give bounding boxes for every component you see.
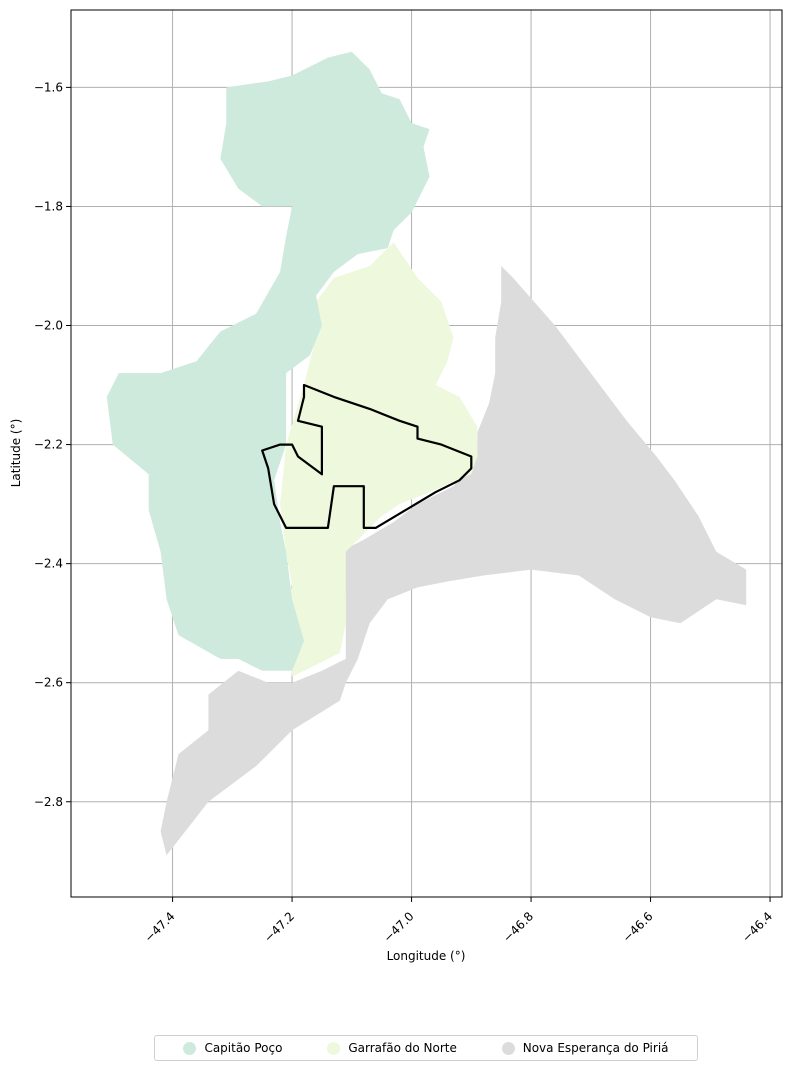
legend-item-garrafao-do-norte: Garrafão do Norte <box>327 1041 457 1055</box>
region-nova-esperanca-do-piria <box>160 266 747 856</box>
region-polygons <box>106 51 747 856</box>
legend-swatch <box>183 1041 197 1055</box>
boundary-outline <box>261 383 473 530</box>
y-tick-label: −2.6 <box>34 676 63 690</box>
region-garrafao-do-norte <box>280 242 478 677</box>
y-tick-label: −2.0 <box>34 319 63 333</box>
legend-swatch <box>501 1041 515 1055</box>
legend-item-nova-esperanca-do-piria: Nova Esperança do Piriá <box>501 1041 669 1055</box>
legend-swatch <box>327 1041 341 1055</box>
y-tick-label: −2.4 <box>34 557 63 571</box>
legend-label: Nova Esperança do Piriá <box>522 1041 669 1055</box>
legend-label: Capitão Poço <box>204 1041 283 1055</box>
y-tick-label: −2.2 <box>34 438 63 452</box>
y-axis-title: Latitude (°) <box>9 419 23 488</box>
y-tick-label: −1.6 <box>34 80 63 94</box>
x-tick-label: −46.8 <box>500 909 536 945</box>
y-tick-label: −2.8 <box>34 795 63 809</box>
x-tick-label: −47.4 <box>142 909 178 945</box>
x-axis-title: Longitude (°) <box>387 949 466 963</box>
legend-item-capitao-poco: Capitão Poço <box>183 1041 282 1055</box>
plot-frame <box>70 9 783 898</box>
x-tick-label: −47.2 <box>261 909 297 945</box>
y-tick-label: −1.8 <box>34 199 63 213</box>
x-tick-label: −46.4 <box>739 909 775 945</box>
x-tick-label: −46.6 <box>620 909 656 945</box>
x-tick-label: −47.0 <box>381 909 417 945</box>
legend: Capitão Poço Garrafão do Norte Nova Espe… <box>154 1035 698 1061</box>
legend-label: Garrafão do Norte <box>348 1041 457 1055</box>
region-capitao-poco <box>106 51 430 671</box>
area-boundary <box>261 383 473 530</box>
